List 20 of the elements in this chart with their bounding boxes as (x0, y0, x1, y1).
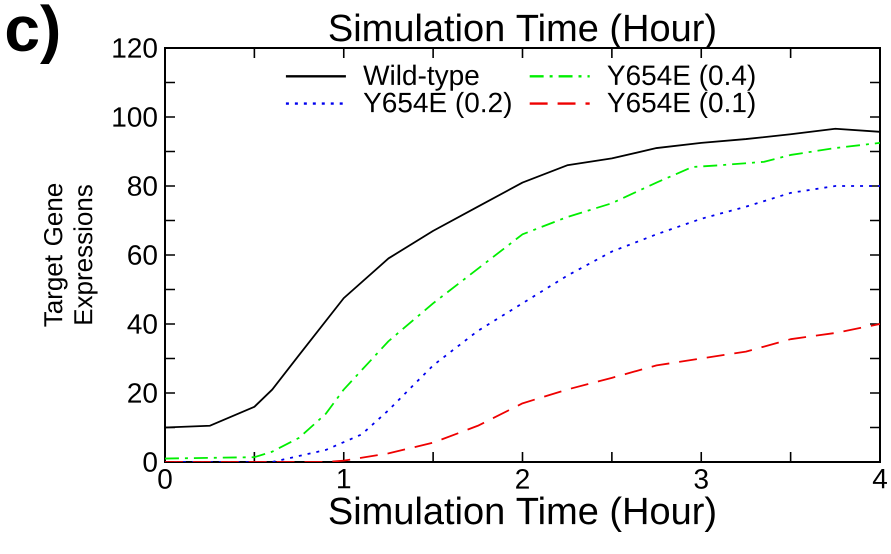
y-tick-label: 40 (127, 314, 157, 334)
y-axis-title: Target Gene Expressions (44, 184, 98, 327)
x-tick-label: 1 (338, 469, 350, 488)
y-tick-label: 80 (128, 176, 157, 196)
x2-axis-title: Simulation Time (Hour) (330, 14, 715, 49)
text: c) (6, 4, 58, 64)
x-tick-label: 2 (516, 469, 529, 489)
legend-label: Wild-type (363, 64, 479, 91)
y-tick-label: 0 (143, 452, 157, 472)
legend-label: Y654E (0.1) (608, 92, 755, 118)
y-tick-label: 100 (113, 107, 157, 127)
x-axis-title: Simulation Time (Hour) (330, 496, 715, 532)
y-tick-label: 60 (128, 245, 157, 265)
y-tick-label: 120 (113, 38, 157, 58)
x-tick-label: 3 (694, 469, 708, 489)
x-tick-label: 4 (872, 469, 887, 488)
y-tick-label: 20 (128, 383, 157, 403)
legend-label: Y654E (0.4) (608, 64, 755, 91)
legend-label: Y654E (0.2) (364, 92, 511, 118)
x-tick-label: 0 (158, 469, 172, 489)
